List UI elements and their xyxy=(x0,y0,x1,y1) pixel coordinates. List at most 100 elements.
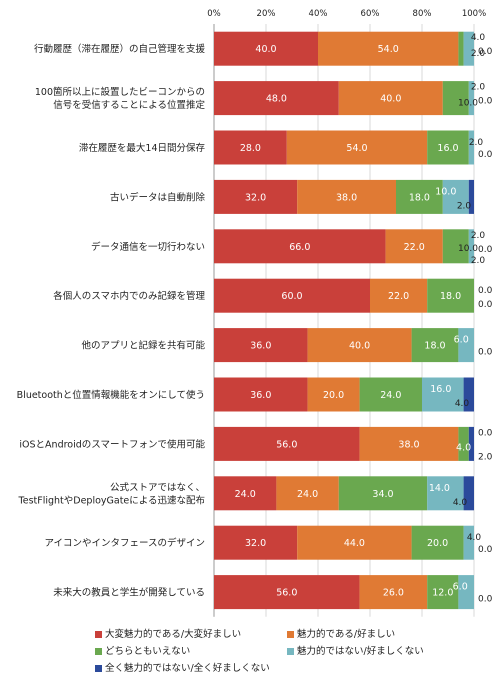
data-label: 10.0 xyxy=(435,186,456,197)
legend-label: 魅力的である/好ましい xyxy=(297,629,396,640)
bar-segment xyxy=(338,476,428,511)
bar-segment xyxy=(463,377,474,412)
category-label: 行動履歴（滞在履歴）の自己管理を支援 xyxy=(34,43,206,55)
bar-segment xyxy=(458,328,474,363)
bar-segment xyxy=(396,179,443,214)
data-label: 26.0 xyxy=(383,588,404,599)
bar-segment xyxy=(214,81,339,116)
bar-segment xyxy=(411,328,459,363)
legend-swatch xyxy=(95,631,102,638)
data-label: 0.0 xyxy=(478,545,493,555)
data-label: 40.0 xyxy=(349,341,370,352)
data-label: 2.0 xyxy=(457,201,472,211)
data-label: 22.0 xyxy=(404,242,425,253)
data-label: 20.0 xyxy=(427,538,448,549)
data-label: 0.0 xyxy=(478,428,493,438)
data-label: 22.0 xyxy=(388,291,409,302)
data-label: 4.0 xyxy=(453,498,468,508)
data-label: 36.0 xyxy=(250,341,271,352)
data-label: 40.0 xyxy=(255,44,276,55)
category-label: 他のアプリと記録を共有可能 xyxy=(81,340,205,352)
legend-swatch xyxy=(95,648,102,655)
data-label: 18.0 xyxy=(440,291,461,302)
data-label: 4.0 xyxy=(467,533,482,543)
data-label: 4.0 xyxy=(455,399,470,409)
data-label: 34.0 xyxy=(372,489,393,500)
category-label: 公式ストアではなく、 xyxy=(110,481,205,493)
bar-segment xyxy=(214,377,308,412)
bar-segment xyxy=(463,476,474,511)
data-label: 4.0 xyxy=(456,442,471,453)
x-tick-label: 0% xyxy=(207,9,221,19)
bar-segment xyxy=(427,476,464,511)
data-label: 2.0 xyxy=(471,256,486,266)
data-label: 10.0 xyxy=(458,244,478,254)
x-tick-label: 20% xyxy=(257,9,276,19)
data-label: 2.0 xyxy=(471,231,486,241)
data-label: 54.0 xyxy=(346,143,367,154)
category-label: Bluetoothと位置情報機能をオンにして使う xyxy=(17,389,205,401)
bar-segment xyxy=(297,179,396,214)
legend-label: どちらともいえない xyxy=(105,646,191,657)
bar-segment xyxy=(370,278,428,313)
bar-segment xyxy=(214,31,318,66)
bar-segment xyxy=(276,476,339,511)
data-label: 32.0 xyxy=(245,192,266,203)
data-label: 28.0 xyxy=(240,143,261,154)
bar-segment xyxy=(442,179,469,214)
bar-segment xyxy=(359,426,459,461)
legend-swatch xyxy=(95,665,102,672)
data-label: 0.0 xyxy=(478,286,493,296)
data-label: 0.0 xyxy=(478,300,493,310)
bar-segment xyxy=(427,130,469,165)
data-label: 2.0 xyxy=(471,49,486,59)
bar-segment xyxy=(307,328,412,363)
data-label: 16.0 xyxy=(430,384,451,395)
bar-segment xyxy=(458,426,469,461)
bar-segment xyxy=(214,328,308,363)
legend-item: 大変魅力的である/大変好ましい xyxy=(95,626,241,643)
bar-segment xyxy=(214,229,386,264)
data-label: 44.0 xyxy=(344,538,365,549)
legend-item: 全く魅力的ではない/全く好ましくない xyxy=(95,660,270,677)
legend-label: 全く魅力的ではない/全く好ましくない xyxy=(105,663,270,674)
bar-segment xyxy=(214,525,298,560)
stacked-bar-chart: 0% 20% 40% 60% 80% 100% 行動履歴（滞在履歴）の自己管理を支援 40.0… xyxy=(17,9,493,617)
data-label: 16.0 xyxy=(437,143,458,154)
bar-segment xyxy=(458,575,474,610)
data-label: 0.0 xyxy=(478,595,493,605)
bar-segment xyxy=(411,525,464,560)
bar-segment xyxy=(359,377,422,412)
data-label: 2.0 xyxy=(471,83,486,93)
bar-segment xyxy=(286,130,428,165)
bar-segment xyxy=(468,130,474,165)
data-label: 38.0 xyxy=(398,439,419,450)
data-label: 24.0 xyxy=(380,390,401,401)
x-tick-label: 40% xyxy=(309,9,328,19)
bar-segment xyxy=(214,575,360,610)
category-label: 未来大の教員と学生が開発している xyxy=(53,587,205,599)
legend-item: 魅力的ではない/好ましくない xyxy=(287,643,424,660)
data-label: 56.0 xyxy=(276,588,297,599)
bar-segment xyxy=(214,476,277,511)
data-label: 24.0 xyxy=(235,489,256,500)
category-label: TestFlightやDeployGateによる迅速な配布 xyxy=(18,494,205,506)
category-label: 滞在履歴を最大14日間分保存 xyxy=(79,142,206,154)
bar-segment xyxy=(338,81,443,116)
bar-segment xyxy=(442,81,469,116)
bar-segment xyxy=(468,426,474,461)
legend-item: 魅力的である/好ましい xyxy=(287,626,395,643)
legend-item: どちらともいえない xyxy=(95,643,190,660)
data-label: 60.0 xyxy=(281,291,302,302)
legend-label: 大変魅力的である/大変好ましい xyxy=(105,629,242,640)
bar-segment xyxy=(214,179,298,214)
data-label: 14.0 xyxy=(429,483,450,494)
data-label: 18.0 xyxy=(424,341,445,352)
x-tick-label: 60% xyxy=(361,9,380,19)
data-label: 0.0 xyxy=(478,150,493,160)
data-label: 36.0 xyxy=(250,390,271,401)
bar-segment xyxy=(385,229,443,264)
category-label: 信号を受信することによる位置推定 xyxy=(53,99,205,111)
data-label: 0.0 xyxy=(478,97,493,107)
legend-label: 魅力的ではない/好ましくない xyxy=(297,646,424,657)
